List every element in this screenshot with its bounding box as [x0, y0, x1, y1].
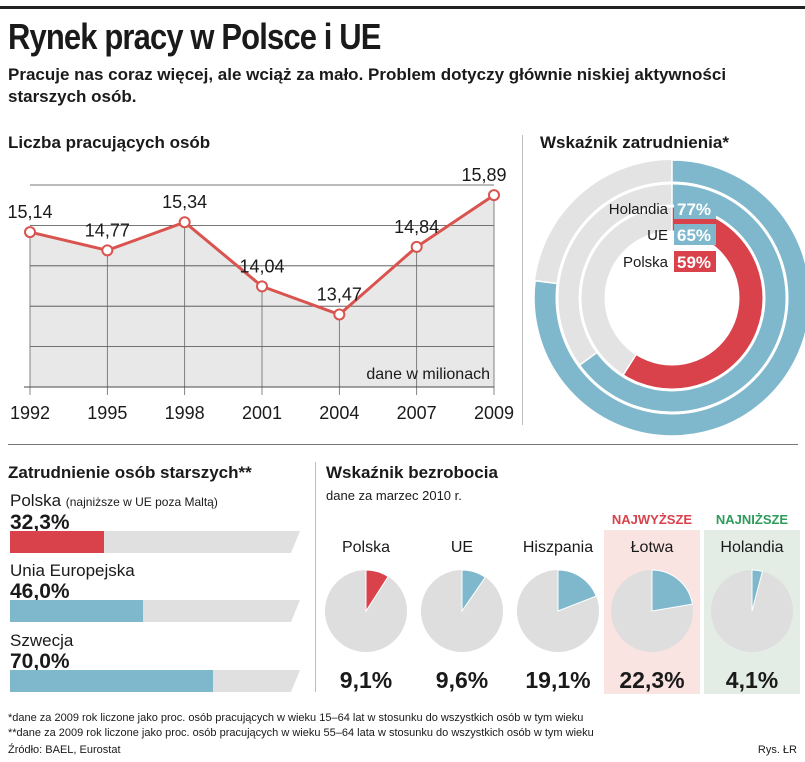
page-title: Rynek pracy w Polsce i UE [8, 16, 381, 57]
bar-track-ue [10, 600, 300, 622]
bar-fill-szwecja [10, 670, 213, 692]
pie-value-hiszpania: 19,1% [525, 667, 591, 693]
unemployment-title: Wskaźnik bezrobocia [326, 463, 498, 482]
pie-name-holandia: Holandia [720, 539, 784, 556]
bar-value-polska: 32,3% [10, 511, 70, 534]
x-tick-label: 2004 [319, 403, 359, 423]
bar-label-szwecja: Szwecja [10, 631, 74, 650]
pie-name-polska: Polska [341, 539, 391, 556]
x-tick-label: 2007 [397, 403, 437, 423]
footnote-1: *dane za 2009 rok liczone jako proc. osó… [8, 712, 584, 724]
donut-value-holandia: 77% [677, 200, 711, 219]
employed-unit-annotation: dane w milionach [366, 366, 490, 383]
employed-line-chart: 15,14 1992 14,77 1995 15,34 1998 14,04 2001 13,4… [7, 165, 514, 423]
employed-value-label: 14,84 [394, 217, 439, 237]
donut-badge [674, 224, 716, 245]
employed-value-label: 15,34 [162, 192, 207, 212]
pie-slice-polska [365, 569, 389, 613]
donut-gap [555, 181, 789, 415]
donut-label-holandia: Holandia [609, 201, 669, 218]
horizontal-divider [8, 444, 798, 445]
bar-value-ue: 46,0% [10, 580, 70, 603]
employment-rate-donut-chart: Holandia 77% UE 65% Polska 59% [533, 159, 805, 437]
bar-track-polska [10, 531, 300, 553]
employed-point [488, 189, 500, 202]
bar-label-polska: Polska (najniższe w UE poza Maltą) [10, 491, 218, 510]
credit-note: Rys. ŁR [757, 744, 797, 756]
employed-value-label: 15,14 [7, 202, 52, 222]
pie-value-polska: 9,1% [339, 667, 393, 693]
source-note: Źródło: BAEL, Eurostat [8, 744, 121, 756]
pie-value-lotwa: 22,3% [619, 667, 685, 693]
x-tick-label: 1995 [87, 403, 127, 423]
pie-slice-łotwa [651, 569, 693, 612]
highlight-highest-tag: NAJWYŻSZE [611, 512, 693, 527]
x-tick-label: 1992 [10, 403, 50, 423]
page-subtitle: Pracuje nas coraz więcej, ale wciąż za m… [8, 65, 727, 106]
pie-value-holandia: 4,1% [725, 667, 779, 693]
employed-point [333, 308, 346, 321]
employed-value-label: 15,89 [461, 165, 506, 185]
employed-point [256, 280, 268, 293]
pie-slice-ue [461, 569, 486, 613]
bar-label-ue: Unia Europejska [10, 561, 135, 580]
top-rule [0, 6, 805, 9]
highlight-lowest-tag: NAJNIŻSZE [715, 512, 789, 527]
pie-slice-holandia [751, 569, 764, 612]
donut-value-polska: 59% [677, 253, 711, 272]
employed-point [410, 240, 423, 253]
donut-gap [578, 204, 766, 392]
employed-value-label: 14,04 [239, 256, 284, 276]
unemployment-pie-charts [325, 569, 793, 652]
employed-value-label: 14,77 [85, 220, 130, 240]
footnote-2: **dane za 2009 rok liczone jako proc. os… [8, 727, 594, 739]
employed-value-label: 13,47 [317, 284, 362, 304]
donut-value-ue: 65% [677, 226, 711, 245]
pie-name-hiszpania: Hiszpania [522, 539, 594, 556]
donut-label-ue: UE [647, 227, 668, 244]
pie-value-ue: 9,6% [435, 667, 489, 693]
x-tick-label: 1998 [165, 403, 205, 423]
employed-point [24, 226, 36, 239]
pie-slice-hiszpania [557, 569, 597, 612]
unemployment-subtitle: dane za marzec 2010 r. [326, 488, 462, 503]
employment-rate-title: Wskaźnik zatrudnienia* [540, 133, 729, 152]
vertical-divider [522, 135, 523, 425]
vertical-divider-bottom [315, 462, 316, 692]
bar-fill-ue [10, 600, 143, 622]
pie-name-ue: UE [450, 539, 474, 556]
bar-value-szwecja: 70,0% [10, 650, 70, 673]
donut-label-polska: Polska [623, 254, 669, 271]
older-employment-title: Zatrudnienie osób starszych** [8, 463, 252, 482]
donut-gap [604, 230, 740, 366]
pie-name-lotwa: Łotwa [630, 539, 674, 556]
employed-point [178, 216, 191, 229]
bar-fill-polska [10, 531, 104, 553]
x-tick-label: 2009 [474, 403, 514, 423]
employed-point [101, 244, 114, 257]
employed-chart-title: Liczba pracujących osób [8, 133, 211, 152]
x-tick-label: 2001 [242, 403, 282, 423]
donut-badge [674, 251, 716, 272]
donut-badge [674, 198, 716, 219]
bar-track-szwecja [10, 670, 300, 692]
